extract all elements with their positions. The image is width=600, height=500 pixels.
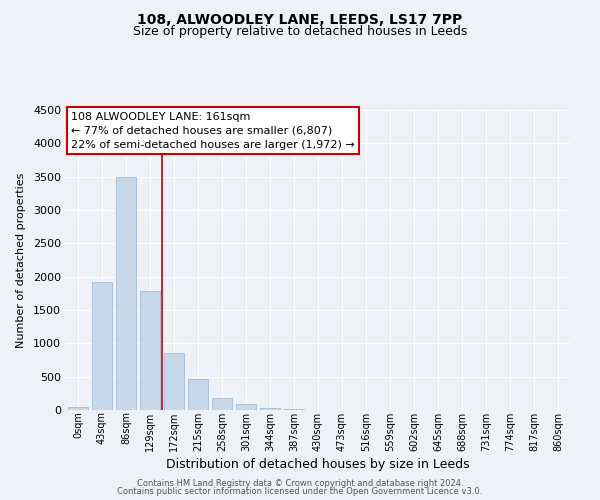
Bar: [236, 404, 256, 410]
Bar: [188, 380, 208, 410]
Text: 108 ALWOODLEY LANE: 161sqm
← 77% of detached houses are smaller (6,807)
22% of s: 108 ALWOODLEY LANE: 161sqm ← 77% of deta…: [71, 112, 355, 150]
Bar: [284, 409, 304, 410]
Bar: [164, 352, 184, 410]
Bar: [92, 282, 112, 410]
Bar: [212, 398, 232, 410]
Y-axis label: Number of detached properties: Number of detached properties: [16, 172, 26, 348]
Bar: [260, 408, 280, 410]
Bar: [116, 176, 136, 410]
Text: Size of property relative to detached houses in Leeds: Size of property relative to detached ho…: [133, 25, 467, 38]
Bar: [68, 406, 88, 410]
X-axis label: Distribution of detached houses by size in Leeds: Distribution of detached houses by size …: [166, 458, 470, 470]
Text: 108, ALWOODLEY LANE, LEEDS, LS17 7PP: 108, ALWOODLEY LANE, LEEDS, LS17 7PP: [137, 12, 463, 26]
Text: Contains HM Land Registry data © Crown copyright and database right 2024.: Contains HM Land Registry data © Crown c…: [137, 478, 463, 488]
Bar: [140, 292, 160, 410]
Text: Contains public sector information licensed under the Open Government Licence v3: Contains public sector information licen…: [118, 487, 482, 496]
